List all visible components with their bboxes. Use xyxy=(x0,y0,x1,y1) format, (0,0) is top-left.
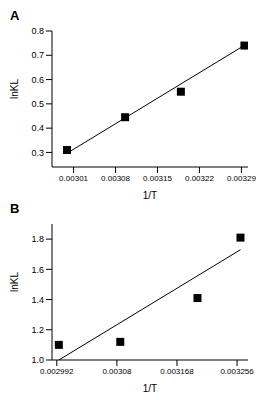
svg-text:0.7: 0.7 xyxy=(31,50,44,60)
svg-text:1.0: 1.0 xyxy=(31,355,44,365)
html-text:B: B xyxy=(10,201,20,216)
svg-text:1/T: 1/T xyxy=(143,190,157,201)
svg-text:0.5: 0.5 xyxy=(31,99,44,109)
svg-text:lnKL: lnKL xyxy=(9,79,20,99)
svg-text:0.6: 0.6 xyxy=(31,75,44,85)
svg-text:0.00308: 0.00308 xyxy=(101,174,130,183)
svg-text:1.8: 1.8 xyxy=(31,234,44,244)
svg-text:1.6: 1.6 xyxy=(31,265,44,275)
svg-text:lnKL: lnKL xyxy=(9,272,20,292)
svg-text:0.00322: 0.00322 xyxy=(185,174,214,183)
svg-text:0.003256: 0.003256 xyxy=(220,367,254,376)
svg-text:0.8: 0.8 xyxy=(31,26,44,36)
svg-text:0.00308: 0.00308 xyxy=(102,367,131,376)
svg-text:1/T: 1/T xyxy=(143,383,157,394)
svg-text:0.00329: 0.00329 xyxy=(227,174,256,183)
svg-text:0.003168: 0.003168 xyxy=(160,367,194,376)
svg-text:0.002992: 0.002992 xyxy=(40,367,74,376)
svg-text:0.00301: 0.00301 xyxy=(59,174,88,183)
html-text:A: A xyxy=(10,8,20,23)
svg-text:0.3: 0.3 xyxy=(31,148,44,158)
svg-text:1.2: 1.2 xyxy=(31,325,44,335)
svg-text:0.4: 0.4 xyxy=(31,123,44,133)
svg-text:0.00315: 0.00315 xyxy=(143,174,172,183)
svg-text:1.4: 1.4 xyxy=(31,295,44,305)
